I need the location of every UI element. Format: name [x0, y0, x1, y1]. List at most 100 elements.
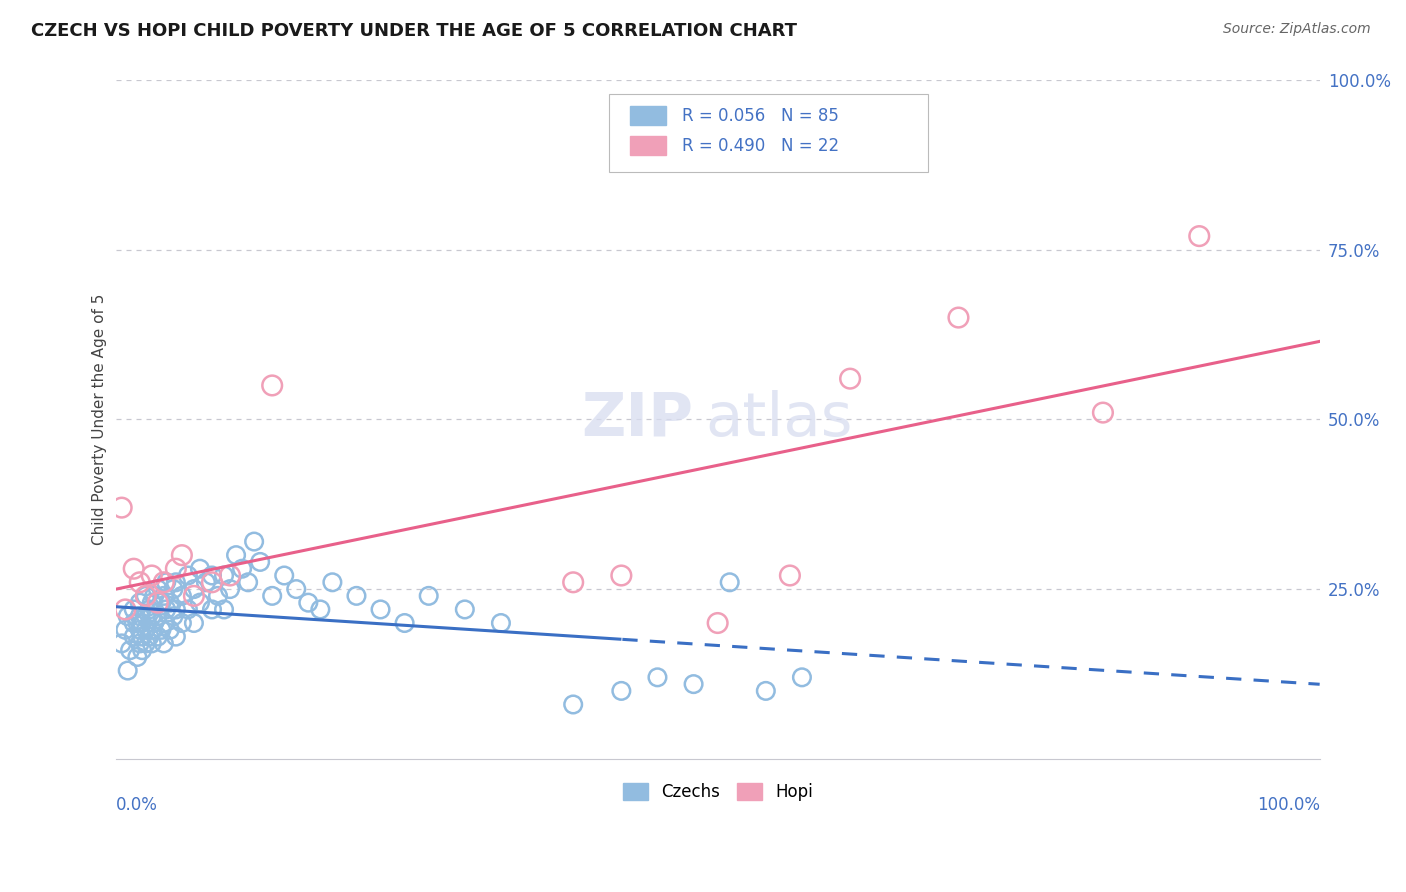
- Point: [153, 575, 176, 590]
- Point: [135, 636, 157, 650]
- Point: [122, 562, 145, 576]
- Point: [122, 602, 145, 616]
- Point: [418, 589, 440, 603]
- Point: [219, 582, 242, 596]
- Point: [141, 636, 163, 650]
- Point: [155, 602, 177, 616]
- Point: [285, 582, 308, 596]
- Point: [562, 698, 585, 712]
- Point: [188, 596, 211, 610]
- Point: [297, 596, 319, 610]
- Point: [262, 589, 284, 603]
- Point: [346, 589, 368, 603]
- Point: [162, 609, 184, 624]
- FancyBboxPatch shape: [630, 136, 666, 155]
- Point: [262, 378, 284, 392]
- Text: ZIP: ZIP: [582, 390, 693, 449]
- Point: [138, 602, 160, 616]
- Point: [162, 582, 184, 596]
- Point: [114, 623, 136, 637]
- Point: [790, 670, 813, 684]
- Point: [128, 623, 150, 637]
- Point: [131, 630, 153, 644]
- Point: [150, 623, 173, 637]
- Point: [143, 589, 166, 603]
- Point: [141, 623, 163, 637]
- Point: [117, 664, 139, 678]
- FancyBboxPatch shape: [630, 106, 666, 126]
- Point: [170, 615, 193, 630]
- Point: [394, 615, 416, 630]
- Point: [562, 575, 585, 590]
- Text: 0.0%: 0.0%: [115, 797, 157, 814]
- Point: [779, 568, 801, 582]
- Point: [128, 636, 150, 650]
- Y-axis label: Child Poverty Under the Age of 5: Child Poverty Under the Age of 5: [93, 293, 107, 545]
- Point: [127, 650, 149, 665]
- Point: [309, 602, 332, 616]
- Point: [177, 602, 200, 616]
- Point: [183, 589, 205, 603]
- Point: [706, 615, 728, 630]
- Point: [128, 609, 150, 624]
- Point: [153, 589, 176, 603]
- Point: [231, 562, 253, 576]
- Point: [243, 534, 266, 549]
- Point: [114, 602, 136, 616]
- Point: [122, 630, 145, 644]
- Point: [111, 636, 134, 650]
- Point: [1188, 229, 1211, 244]
- Point: [135, 623, 157, 637]
- Point: [131, 643, 153, 657]
- Point: [131, 615, 153, 630]
- Point: [155, 575, 177, 590]
- Point: [454, 602, 477, 616]
- Point: [839, 371, 862, 385]
- Point: [135, 589, 157, 603]
- Point: [212, 602, 235, 616]
- Point: [194, 575, 217, 590]
- Point: [170, 589, 193, 603]
- Text: atlas: atlas: [706, 390, 853, 449]
- Point: [111, 500, 134, 515]
- Point: [122, 615, 145, 630]
- Point: [177, 568, 200, 582]
- Point: [153, 636, 176, 650]
- Point: [183, 615, 205, 630]
- Point: [370, 602, 392, 616]
- FancyBboxPatch shape: [609, 94, 928, 171]
- Point: [682, 677, 704, 691]
- Point: [212, 568, 235, 582]
- Point: [273, 568, 295, 582]
- Point: [610, 568, 633, 582]
- Point: [165, 575, 187, 590]
- Point: [236, 575, 259, 590]
- Text: 100.0%: 100.0%: [1257, 797, 1320, 814]
- Point: [718, 575, 741, 590]
- Point: [225, 548, 247, 562]
- Point: [610, 684, 633, 698]
- Point: [201, 602, 224, 616]
- Point: [188, 562, 211, 576]
- Point: [141, 609, 163, 624]
- Point: [183, 582, 205, 596]
- Point: [170, 548, 193, 562]
- Point: [146, 596, 169, 610]
- Text: R = 0.056   N = 85: R = 0.056 N = 85: [682, 107, 838, 125]
- Point: [249, 555, 271, 569]
- Point: [201, 575, 224, 590]
- Point: [128, 596, 150, 610]
- Point: [138, 630, 160, 644]
- Point: [141, 596, 163, 610]
- Point: [647, 670, 669, 684]
- Point: [143, 615, 166, 630]
- Point: [135, 609, 157, 624]
- Point: [489, 615, 512, 630]
- Point: [153, 615, 176, 630]
- Text: Source: ZipAtlas.com: Source: ZipAtlas.com: [1223, 22, 1371, 37]
- Point: [150, 596, 173, 610]
- Point: [755, 684, 778, 698]
- Point: [219, 568, 242, 582]
- Text: CZECH VS HOPI CHILD POVERTY UNDER THE AGE OF 5 CORRELATION CHART: CZECH VS HOPI CHILD POVERTY UNDER THE AG…: [31, 22, 797, 40]
- Point: [321, 575, 343, 590]
